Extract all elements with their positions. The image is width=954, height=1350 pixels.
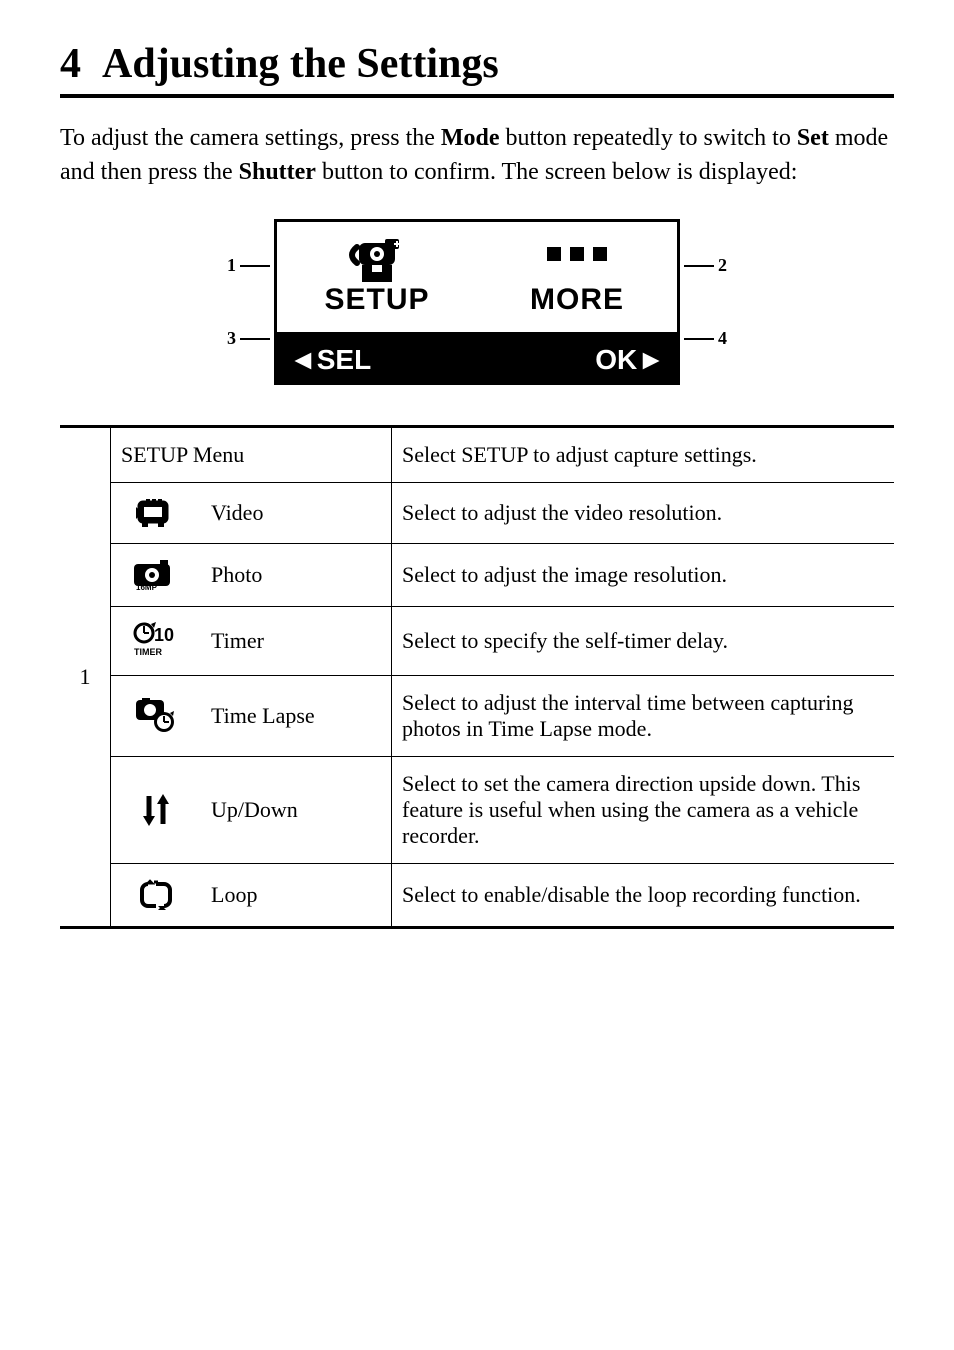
callout-4: 4 <box>718 328 727 349</box>
mode-bold: Mode <box>441 125 500 151</box>
chapter-heading: Adjusting the Settings <box>102 41 499 87</box>
timelapse-desc: Select to adjust the interval time betwe… <box>392 676 895 757</box>
more-tab: MORE <box>497 237 657 317</box>
set-bold: Set <box>797 125 829 151</box>
setup-tab: SETUP <box>297 237 457 317</box>
photo-desc: Select to adjust the image resolution. <box>392 544 895 607</box>
setup-icon <box>337 237 417 283</box>
video-icon <box>111 483 202 544</box>
section-index: 1 <box>60 427 111 928</box>
setup-menu-desc: Select SETUP to adjust capture settings. <box>392 427 895 483</box>
chapter-number: 4 <box>60 41 81 87</box>
timer-label: Timer <box>201 607 392 676</box>
timelapse-label: Time Lapse <box>201 676 392 757</box>
ok-label: OK► <box>595 344 665 376</box>
photo-icon: 16MP <box>111 544 202 607</box>
loop-desc: Select to enable/disable the loop record… <box>392 864 895 928</box>
intro-paragraph: To adjust the camera settings, press the… <box>60 122 894 189</box>
svg-text:10: 10 <box>154 625 174 645</box>
updown-label: Up/Down <box>201 757 392 864</box>
video-label: Video <box>201 483 392 544</box>
timer-icon: 10 TIMER <box>111 607 202 676</box>
svg-text:16MP: 16MP <box>136 583 158 592</box>
updown-desc: Select to set the camera direction upsid… <box>392 757 895 864</box>
timer-desc: Select to specify the self-timer delay. <box>392 607 895 676</box>
screen-diagram: 1 3 <box>60 219 894 385</box>
callout-2: 2 <box>718 255 727 276</box>
shutter-bold: Shutter <box>239 159 316 185</box>
loop-icon <box>111 864 202 928</box>
loop-label: Loop <box>201 864 392 928</box>
sel-label: ◄SEL <box>289 344 371 376</box>
more-label: MORE <box>530 283 624 317</box>
updown-icon <box>111 757 202 864</box>
setup-label: SETUP <box>324 283 429 317</box>
chapter-title: 4 Adjusting the Settings <box>60 40 894 98</box>
setup-menu-label: SETUP Menu <box>111 427 392 483</box>
svg-text:TIMER: TIMER <box>134 647 162 657</box>
timelapse-icon <box>111 676 202 757</box>
callout-1: 1 <box>227 255 236 276</box>
settings-table: 1 SETUP Menu Select SETUP to adjust capt… <box>60 425 894 929</box>
photo-label: Photo <box>201 544 392 607</box>
more-icon <box>537 237 617 283</box>
video-desc: Select to adjust the video resolution. <box>392 483 895 544</box>
callout-3: 3 <box>227 328 236 349</box>
